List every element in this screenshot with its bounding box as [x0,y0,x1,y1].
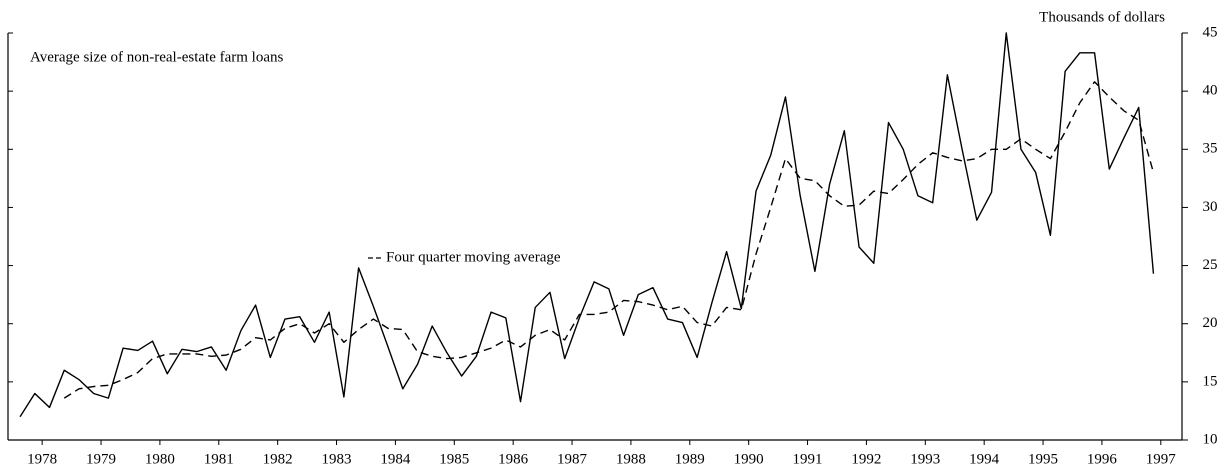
x-tick-label: 1981 [204,451,234,467]
x-tick-label: 1995 [1028,451,1058,467]
x-tick-label: 1997 [1146,451,1177,467]
x-tick-label: 1984 [380,451,411,467]
x-tick-label: 1986 [498,451,529,467]
x-tick-label: 1980 [145,451,175,467]
x-tick-label: 1989 [675,451,705,467]
x-tick-label: 1988 [616,451,646,467]
data-line [19,32,1155,418]
moving-average-line [63,81,1155,399]
y-tick-label: 35 [1203,141,1218,157]
x-tick-label: 1991 [793,451,823,467]
chart-title: Average size of non-real-estate farm loa… [30,49,284,65]
x-tick-label: 1979 [86,451,116,467]
y-tick-label: 40 [1203,83,1218,99]
legend-label: Four quarter moving average [386,249,561,265]
x-tick-label: 1978 [27,451,57,467]
y-axis-label: Thousands of dollars [1039,9,1165,25]
y-tick-label: 15 [1203,373,1218,389]
y-tick-label: 45 [1203,24,1218,40]
y-tick-label: 20 [1203,315,1218,331]
x-tick-label: 1985 [439,451,469,467]
x-tick-label: 1990 [734,451,764,467]
x-tick-label: 1982 [263,451,293,467]
x-tick-label: 1983 [322,451,352,467]
x-tick-label: 1987 [557,451,588,467]
y-tick-label: 10 [1203,431,1218,447]
x-tick-label: 1993 [910,451,940,467]
y-tick-label: 30 [1203,199,1218,215]
x-tick-label: 1994 [969,451,1000,467]
x-tick-label: 1992 [851,451,881,467]
y-tick-label: 25 [1203,257,1218,273]
x-tick-label: 1996 [1087,451,1118,467]
